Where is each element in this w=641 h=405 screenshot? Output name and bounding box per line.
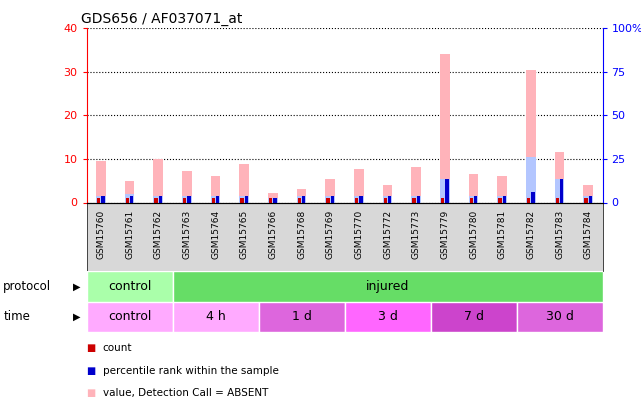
- Bar: [445, 179, 449, 202]
- Bar: [216, 196, 219, 202]
- Bar: [130, 196, 133, 202]
- Bar: [153, 196, 163, 202]
- Text: GDS656 / AF037071_at: GDS656 / AF037071_at: [81, 12, 243, 26]
- Bar: [172, 302, 258, 332]
- Bar: [153, 159, 163, 202]
- Bar: [384, 198, 387, 202]
- Text: 4 h: 4 h: [206, 310, 226, 324]
- Bar: [527, 198, 531, 202]
- Bar: [101, 196, 104, 202]
- Bar: [526, 157, 536, 202]
- Bar: [583, 185, 593, 202]
- Bar: [240, 164, 249, 202]
- Text: ▶: ▶: [72, 312, 80, 322]
- Text: control: control: [108, 280, 151, 293]
- Text: value, Detection Call = ABSENT: value, Detection Call = ABSENT: [103, 388, 268, 398]
- Bar: [498, 198, 502, 202]
- Text: count: count: [103, 343, 132, 353]
- Bar: [297, 189, 306, 202]
- Bar: [97, 198, 101, 202]
- Bar: [440, 54, 449, 202]
- Bar: [182, 196, 192, 202]
- Bar: [354, 196, 363, 202]
- Bar: [440, 179, 449, 202]
- Bar: [182, 171, 192, 202]
- Text: 1 d: 1 d: [292, 310, 312, 324]
- Text: ■: ■: [87, 388, 96, 398]
- Bar: [154, 198, 158, 202]
- Text: ▶: ▶: [72, 281, 80, 292]
- Bar: [388, 196, 392, 202]
- Bar: [497, 196, 507, 202]
- Bar: [531, 192, 535, 202]
- Bar: [412, 198, 416, 202]
- Bar: [360, 196, 363, 202]
- Bar: [211, 177, 221, 202]
- Text: time: time: [3, 310, 30, 324]
- Bar: [212, 198, 215, 202]
- Bar: [383, 196, 392, 202]
- Bar: [412, 196, 421, 202]
- Bar: [431, 302, 517, 332]
- Bar: [297, 198, 301, 202]
- Bar: [474, 196, 478, 202]
- Text: protocol: protocol: [3, 280, 51, 293]
- Bar: [96, 196, 106, 202]
- Text: ■: ■: [87, 366, 96, 375]
- Bar: [412, 167, 421, 202]
- Bar: [326, 198, 329, 202]
- Text: control: control: [108, 310, 151, 324]
- Bar: [297, 196, 306, 202]
- Bar: [503, 196, 506, 202]
- Text: 30 d: 30 d: [545, 310, 574, 324]
- Bar: [354, 168, 363, 202]
- Text: 3 d: 3 d: [378, 310, 397, 324]
- Text: percentile rank within the sample: percentile rank within the sample: [103, 366, 278, 375]
- Bar: [240, 198, 244, 202]
- Bar: [126, 198, 129, 202]
- Bar: [125, 181, 134, 202]
- Bar: [469, 196, 478, 202]
- Bar: [172, 271, 603, 302]
- Bar: [87, 302, 172, 332]
- Bar: [470, 198, 473, 202]
- Bar: [187, 196, 191, 202]
- Bar: [268, 193, 278, 202]
- Text: 7 d: 7 d: [463, 310, 483, 324]
- Bar: [441, 198, 444, 202]
- Bar: [526, 70, 536, 202]
- Text: ■: ■: [87, 343, 96, 353]
- Bar: [331, 196, 334, 202]
- Bar: [555, 179, 564, 202]
- Bar: [588, 196, 592, 202]
- Bar: [469, 174, 478, 202]
- Bar: [125, 194, 134, 202]
- Bar: [345, 302, 431, 332]
- Bar: [273, 198, 277, 202]
- Bar: [383, 185, 392, 202]
- Bar: [268, 198, 278, 202]
- Bar: [517, 302, 603, 332]
- Bar: [245, 196, 248, 202]
- Bar: [258, 302, 345, 332]
- Bar: [497, 177, 507, 202]
- Bar: [96, 161, 106, 202]
- Bar: [417, 196, 420, 202]
- Bar: [355, 198, 358, 202]
- Bar: [556, 198, 559, 202]
- Bar: [585, 198, 588, 202]
- Bar: [583, 196, 593, 202]
- Bar: [240, 196, 249, 202]
- Text: injured: injured: [366, 280, 409, 293]
- Bar: [183, 198, 187, 202]
- Bar: [326, 196, 335, 202]
- Bar: [326, 179, 335, 202]
- Bar: [302, 196, 305, 202]
- Bar: [555, 152, 564, 202]
- Bar: [211, 196, 221, 202]
- Bar: [158, 196, 162, 202]
- Bar: [87, 271, 172, 302]
- Bar: [269, 198, 272, 202]
- Bar: [560, 179, 563, 202]
